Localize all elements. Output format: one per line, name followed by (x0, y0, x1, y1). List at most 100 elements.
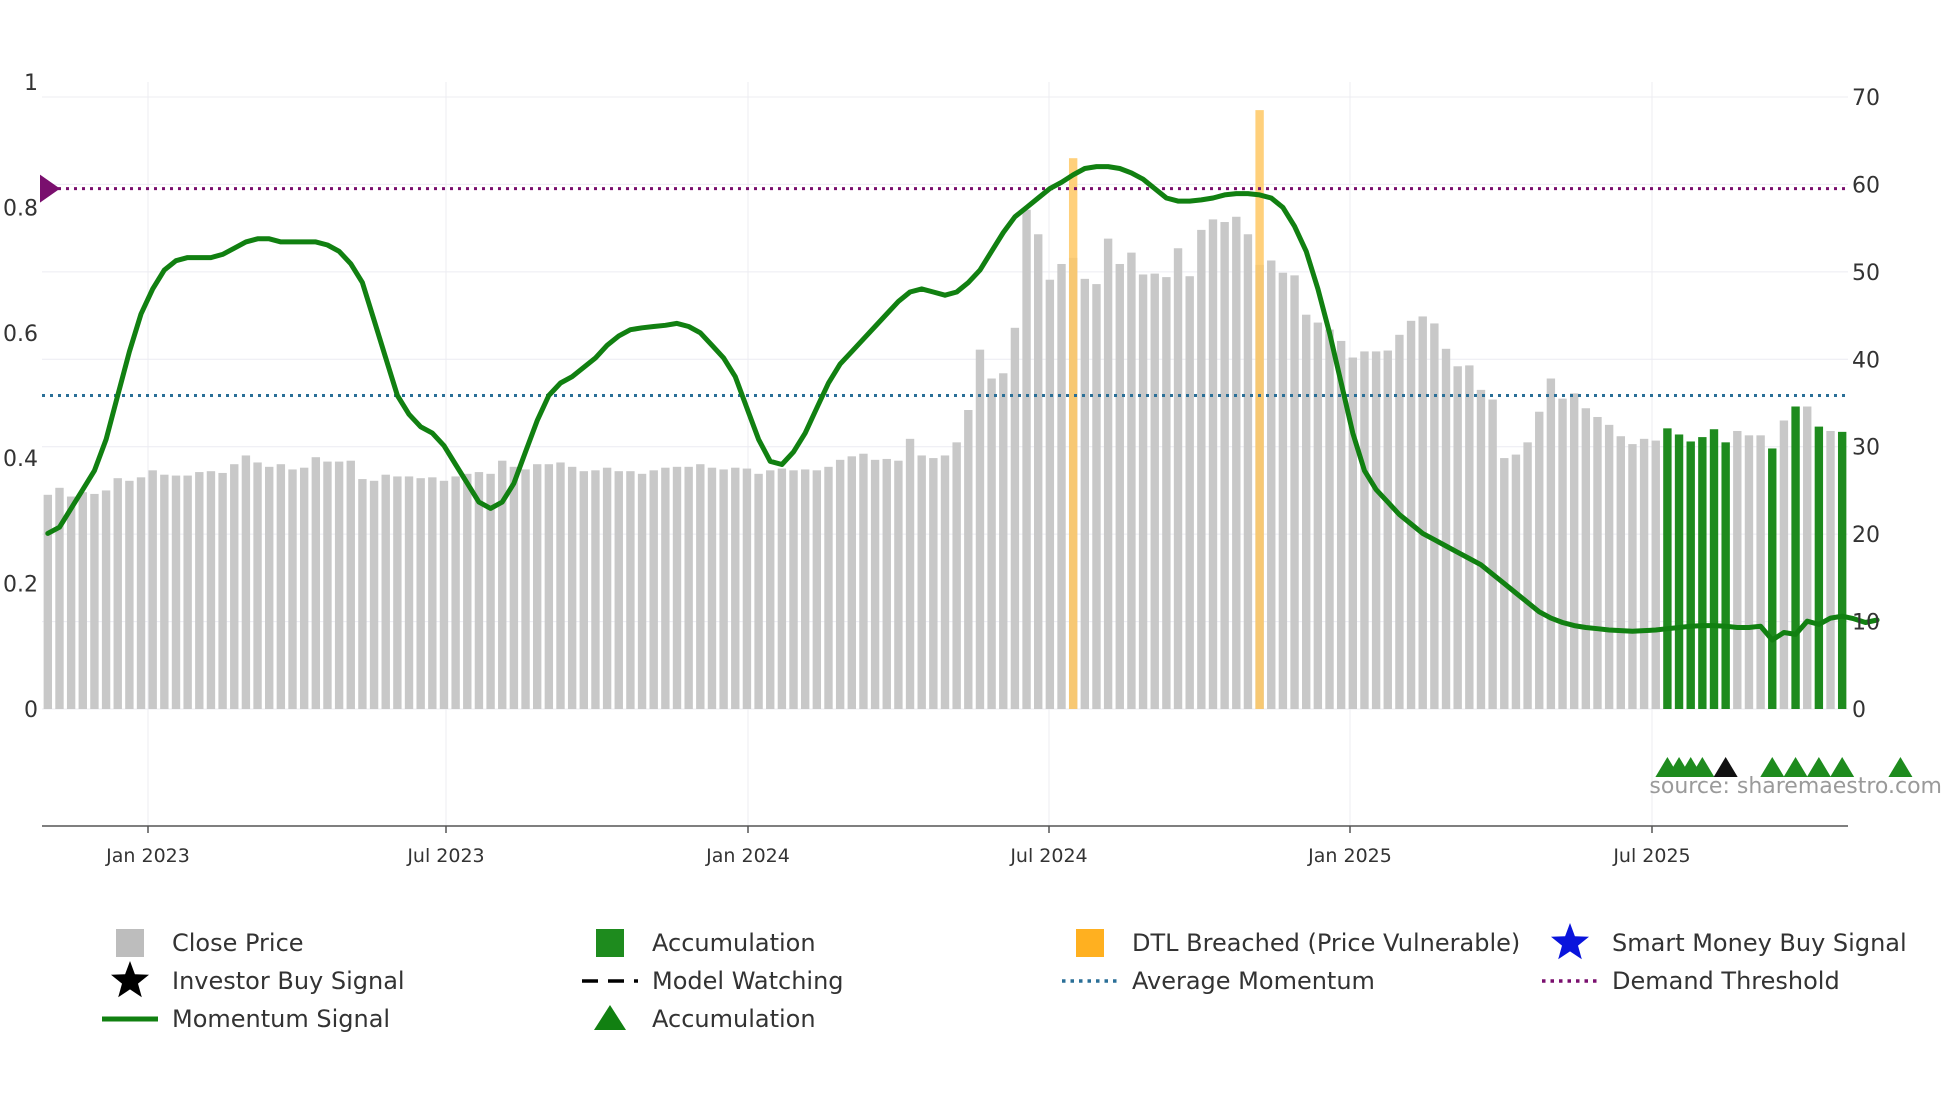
accumulation-marker (1806, 757, 1831, 777)
accumulation-bar (1814, 426, 1824, 709)
close-price-bar (323, 461, 332, 709)
close-price-bar (1302, 314, 1311, 709)
close-price-bar (1430, 323, 1439, 709)
close-price-bar (66, 496, 76, 709)
close-price-bar (800, 469, 810, 709)
close-price-bar (1232, 216, 1241, 709)
close-price-bar (719, 469, 728, 709)
left-tick-label: 0 (24, 698, 38, 723)
close-price-bar (1604, 424, 1614, 709)
close-price-bar (160, 474, 169, 709)
close-price-bar (1173, 248, 1183, 709)
accumulation-bar (1837, 431, 1847, 709)
close-price-bar (672, 466, 682, 709)
accumulation-bar (1674, 434, 1684, 709)
close-price-bar (929, 458, 938, 709)
close-price-bar (55, 487, 64, 709)
right-tick-label: 40 (1852, 348, 1880, 373)
close-price-bar (824, 466, 833, 709)
legend-label: Demand Threshold (1612, 967, 1840, 995)
close-price-bar (684, 466, 693, 709)
x-tick-label: Jul 2025 (1612, 845, 1690, 867)
close-price-bar (1045, 279, 1055, 709)
accumulation-bar (1791, 406, 1800, 709)
close-price-bar (1535, 411, 1544, 709)
right-tick-label: 0 (1852, 698, 1866, 723)
legend-symbol-square (596, 929, 624, 957)
close-price-bar (882, 458, 891, 709)
right-tick-label: 10 (1852, 611, 1880, 636)
close-price-bar (404, 476, 414, 709)
close-price-bar (556, 462, 565, 709)
close-price-bars (43, 110, 1847, 710)
close-price-bar (905, 438, 915, 709)
close-price-bar (1476, 389, 1486, 709)
close-price-bar (1220, 222, 1229, 709)
close-price-bar (742, 468, 752, 709)
close-price-bar (311, 457, 321, 709)
close-price-bar (1395, 334, 1404, 709)
right-tick-label: 20 (1852, 523, 1880, 548)
legend-label: Average Momentum (1132, 967, 1375, 995)
close-price-bar (894, 460, 903, 709)
close-price-bar (940, 455, 950, 709)
close-price-bar (463, 473, 472, 709)
left-tick-label: 0.2 (3, 573, 38, 598)
close-price-bar (1150, 273, 1159, 709)
close-price-bar (241, 455, 251, 709)
close-price-bar (509, 466, 519, 709)
close-price-bar (1733, 430, 1742, 709)
close-price-bar (1197, 229, 1206, 710)
legend-symbol-star (111, 961, 149, 998)
accumulation-marker (1783, 757, 1808, 777)
close-price-bar (1581, 408, 1591, 709)
left-tick-label: 0.8 (3, 196, 38, 221)
legend-label: Close Price (172, 929, 304, 957)
close-price-bar (847, 456, 856, 709)
close-price-bar (1488, 399, 1497, 709)
close-price-bar (1418, 316, 1427, 709)
close-price-bar (1127, 252, 1136, 709)
close-price-bar (649, 470, 658, 709)
legend-label: Accumulation (652, 929, 816, 957)
close-price-bar (614, 471, 623, 709)
close-price-bar (999, 373, 1008, 709)
close-price-bar (1115, 263, 1124, 709)
close-price-bar (1092, 284, 1101, 709)
legend-label: Model Watching (652, 967, 844, 995)
reference-lines (40, 174, 1848, 397)
close-price-bar (1080, 278, 1090, 709)
close-price-bar (1779, 420, 1789, 709)
left-tick-label: 0.6 (3, 322, 38, 347)
legend-label: DTL Breached (Price Vulnerable) (1132, 929, 1520, 957)
momentum-signal-line (45, 164, 1880, 643)
legend-label: Investor Buy Signal (172, 967, 405, 995)
close-price-bar (358, 479, 367, 709)
close-price-bar (1243, 234, 1253, 709)
close-price-bar (1103, 238, 1113, 710)
legend-symbol-square (1076, 929, 1104, 957)
legend-label: Smart Money Buy Signal (1612, 929, 1907, 957)
close-price-bar (812, 470, 822, 709)
close-price-bar (1208, 219, 1218, 709)
close-price-bar (777, 468, 787, 709)
close-price-bar (171, 475, 181, 709)
close-price-bar (288, 469, 297, 709)
accumulation-marker (1690, 757, 1715, 777)
close-price-bar (1511, 454, 1521, 709)
close-price-bar (754, 473, 763, 709)
close-price-bar (661, 467, 670, 709)
close-price-bar (579, 471, 588, 709)
close-price-bar (393, 476, 402, 709)
close-price-bar (125, 480, 134, 709)
close-price-bar (1593, 416, 1602, 709)
close-price-bar (789, 470, 798, 709)
close-price-bar (1616, 436, 1625, 709)
close-price-bar (1744, 435, 1754, 709)
close-price-bar (1756, 435, 1765, 709)
close-price-bar (253, 462, 262, 709)
close-price-bar (381, 474, 390, 709)
right-tick-label: 60 (1852, 173, 1880, 198)
close-price-bar (416, 478, 425, 709)
